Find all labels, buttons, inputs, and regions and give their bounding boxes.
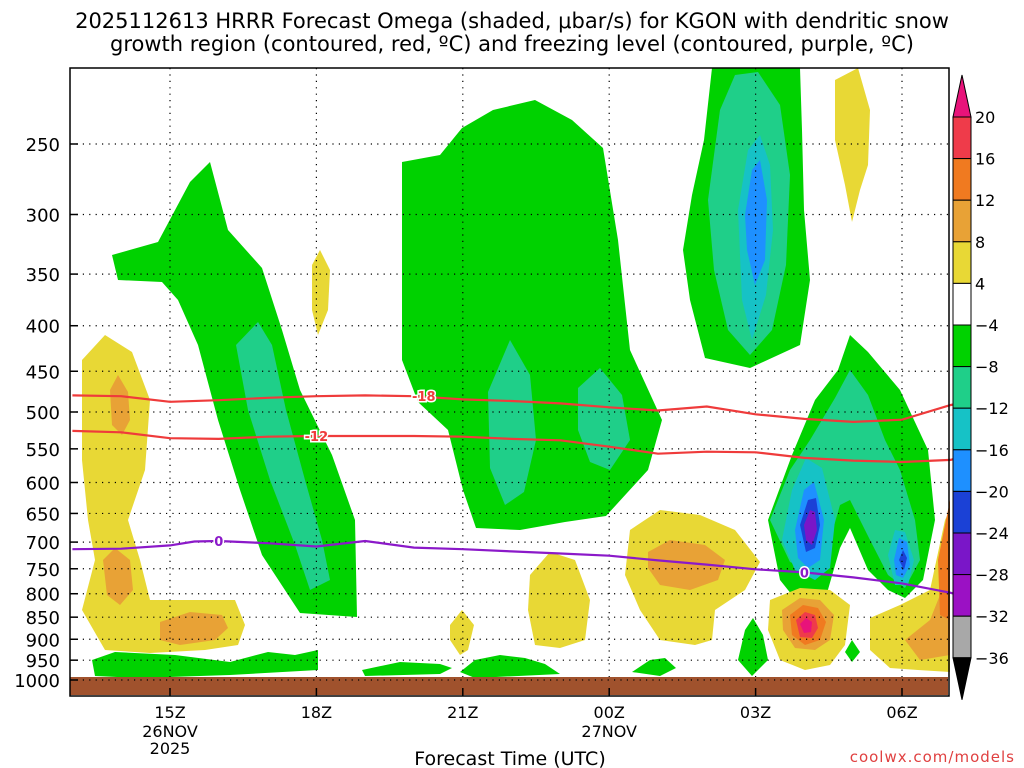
colorbar-top-arrow xyxy=(952,74,972,118)
x-tick-label-00Z: 00Z xyxy=(594,703,625,722)
x-tick-year-15Z: 2025 xyxy=(150,739,191,758)
colorbar-label-5: −4 xyxy=(975,316,999,335)
omega-region-deeporange-edge xyxy=(938,500,950,620)
omega-region-orange-west2 xyxy=(103,548,133,605)
colorbar-label-2: 12 xyxy=(975,191,995,210)
ground-surface xyxy=(70,677,948,695)
colorbar-label-0: 20 xyxy=(975,108,995,127)
y-tick-label-500: 500 xyxy=(26,403,60,424)
colorbar-segment-9 xyxy=(952,490,972,534)
colorbar-segment-1 xyxy=(952,158,972,201)
x-tick-label-18Z: 18Z xyxy=(301,703,332,722)
omega-region-yellow-21z xyxy=(450,610,474,655)
colorbar-label-4: 4 xyxy=(975,274,985,293)
y-tick-label-1000: 1000 xyxy=(14,671,60,692)
x-tick-date-15Z: 26NOV xyxy=(142,722,198,741)
colorbar-segment-5 xyxy=(952,324,972,368)
x-tick-label-21Z: 21Z xyxy=(447,703,478,722)
chart-title-line2: growth region (contoured, red, ºC) and f… xyxy=(110,32,914,56)
y-tick-label-650: 650 xyxy=(26,504,60,525)
omega-region-yellow-18z xyxy=(312,250,330,335)
isotherm-label--18c: -18 xyxy=(412,390,436,405)
colorbar-segment-11 xyxy=(952,574,972,617)
omega-region-green-low-mid2 xyxy=(460,655,560,678)
colorbar-segment-3 xyxy=(952,241,972,284)
y-tick-label-800: 800 xyxy=(26,585,60,606)
y-tick-label-400: 400 xyxy=(26,317,60,338)
y-tick-label-450: 450 xyxy=(26,362,60,383)
x-axis-label: Forecast Time (UTC) xyxy=(414,748,605,768)
omega-region-orange-west3 xyxy=(160,612,228,645)
y-tick-label-250: 250 xyxy=(26,135,60,156)
isotherm-line--12c xyxy=(72,429,964,464)
colorbar-segment-7 xyxy=(952,407,972,451)
colorbar-segment-0 xyxy=(952,116,972,160)
colorbar-segment-6 xyxy=(952,366,972,409)
omega-region-orange-far-east xyxy=(905,560,950,660)
omega-region-purple xyxy=(804,510,817,545)
y-tick-label-950: 950 xyxy=(26,651,60,672)
omega-region-magenta xyxy=(800,618,812,633)
omega-region-orange-central xyxy=(648,540,725,590)
isotherm-contours: -18 -12 0 0 xyxy=(72,389,964,598)
y-tick-label-350: 350 xyxy=(26,265,60,286)
colorbar-segment-4 xyxy=(952,282,972,326)
y-tick-label-750: 750 xyxy=(26,560,60,581)
colorbar-label-3: 8 xyxy=(975,233,985,252)
omega-region-green-low-east1 xyxy=(738,618,768,676)
plot-frame xyxy=(69,67,950,697)
isotherm-label-0c-freezing-level-2: 0 xyxy=(800,566,809,581)
y-tick-label-900: 900 xyxy=(26,630,60,651)
colorbar-segment-10 xyxy=(952,532,972,576)
colorbar-label-10: −24 xyxy=(975,524,1009,543)
omega-region-green-central xyxy=(402,100,662,530)
colorbar-label-13: −36 xyxy=(975,649,1009,668)
omega-region-darkblue-east xyxy=(899,550,907,570)
y-tick-label-550: 550 xyxy=(26,440,60,461)
colorbar-segment-2 xyxy=(952,199,972,243)
omega-region-green-low-west xyxy=(92,650,318,678)
omega-region-teal-west xyxy=(236,322,330,590)
isotherm-label-0c-freezing-level: 0 xyxy=(214,535,223,550)
omega-region-green-low-mid3 xyxy=(632,658,676,676)
omega-region-yellow-mid xyxy=(528,552,590,648)
colorbar-label-7: −12 xyxy=(975,399,1009,418)
colorbar-label-9: −20 xyxy=(975,482,1009,501)
chart-title-line1: 2025112613 HRRR Forecast Omega (shaded, … xyxy=(75,9,949,33)
y-tick-label-700: 700 xyxy=(26,533,60,554)
colorbar-segment-8 xyxy=(952,449,972,492)
credit-text: coolwx.com/models xyxy=(850,748,1015,766)
colorbar-label-1: 16 xyxy=(975,150,995,169)
omega-colorbar: 20 16 12 8 4 −4 −8 −12 −16 −20 −24 −28 −32 −36 xyxy=(952,74,1009,700)
isotherm-line-0c-freezing-level xyxy=(72,539,964,598)
y-tick-label-600: 600 xyxy=(26,473,60,494)
omega-region-yellow-top-east xyxy=(835,68,870,222)
omega-region-green-low-east2 xyxy=(845,640,860,662)
colorbar-label-12: −32 xyxy=(975,607,1009,626)
isotherm-label--12c: -12 xyxy=(305,430,329,445)
colorbar-label-6: −8 xyxy=(975,358,999,377)
y-tick-label-850: 850 xyxy=(26,608,60,629)
isotherm-line--18c xyxy=(72,394,964,424)
colorbar-label-11: −28 xyxy=(975,566,1009,585)
omega-region-teal-central1 xyxy=(488,340,536,505)
colorbar-segment-12 xyxy=(952,615,972,659)
pressure-axis: 2503003504004505005506006507007508008509… xyxy=(14,135,78,692)
omega-shading xyxy=(82,68,950,678)
x-tick-label-06Z: 06Z xyxy=(886,703,917,722)
colorbar-label-8: −16 xyxy=(975,441,1009,460)
x-tick-label-03Z: 03Z xyxy=(740,703,771,722)
x-tick-date-00Z: 27NOV xyxy=(581,722,637,741)
omega-region-orange-west1 xyxy=(110,375,130,435)
x-tick-label-15Z: 15Z xyxy=(154,703,185,722)
y-tick-label-300: 300 xyxy=(26,205,60,226)
omega-region-green-low-mid1 xyxy=(362,662,452,676)
colorbar-bottom-arrow xyxy=(952,657,972,700)
